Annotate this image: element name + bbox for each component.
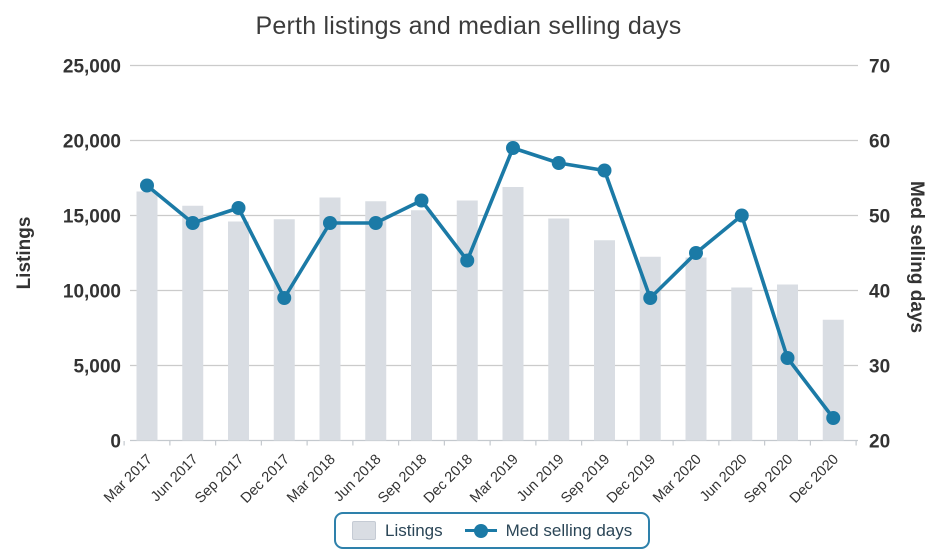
- legend-item-listings[interactable]: Listings: [352, 521, 443, 541]
- point-jun-2018: [368, 216, 383, 230]
- point-sep-2020: [780, 351, 795, 365]
- left-axis-tick-label: 20,000: [63, 132, 121, 153]
- bar-mar-2020: [685, 257, 707, 441]
- left-axis-tick-label: 15,000: [63, 207, 121, 228]
- point-jun-2017: [185, 216, 200, 230]
- listings-bar-swatch-icon: [352, 521, 376, 540]
- x-axis-label-sep-2017: Sep 2017: [192, 452, 247, 507]
- legend-item-med-selling-days[interactable]: Med selling days: [464, 520, 633, 541]
- point-sep-2019: [597, 163, 612, 178]
- x-axis-label-mar-2019: Mar 2019: [467, 452, 522, 507]
- point-dec-2020: [826, 411, 841, 425]
- point-dec-2017: [277, 291, 292, 305]
- point-mar-2020: [689, 246, 703, 260]
- left-axis-tick-label: 5,000: [73, 357, 121, 378]
- right-axis-tick-label: 50: [869, 207, 890, 228]
- x-axis-label-mar-2018: Mar 2018: [284, 452, 339, 507]
- point-mar-2019: [506, 141, 520, 155]
- bar-jun-2020: [731, 287, 753, 441]
- point-jun-2020: [734, 208, 749, 223]
- point-dec-2019: [643, 291, 658, 305]
- bar-jun-2018: [365, 201, 387, 441]
- chart-canvas: 0 5,000 10,000 15,000 20,000 25,000 20 30 40 50 60…: [63, 57, 890, 507]
- left-axis-tick-label: 0: [110, 432, 121, 453]
- bar-dec-2019: [639, 256, 661, 441]
- point-sep-2017: [231, 201, 246, 215]
- chart-title: Perth listings and median selling days: [255, 12, 682, 40]
- x-axis-label-dec-2018: Dec 2018: [421, 452, 476, 507]
- legend: Listings Med selling days: [334, 512, 651, 549]
- legend-label-listings: Listings: [385, 520, 443, 540]
- left-axis-tick-label: 25,000: [63, 57, 121, 78]
- x-axis-label-dec-2017: Dec 2017: [238, 452, 293, 507]
- right-axis-tick-label: 20: [869, 432, 890, 453]
- point-sep-2018: [414, 193, 429, 208]
- bar-dec-2018: [456, 200, 478, 441]
- right-axis-tick-label: 70: [869, 57, 890, 78]
- med-selling-days-line-marker-icon: [464, 523, 497, 538]
- point-mar-2018: [323, 216, 337, 230]
- point-dec-2018: [460, 253, 475, 268]
- x-axis-label-dec-2020: Dec 2020: [787, 452, 842, 507]
- med-selling-days-line: [145, 146, 835, 420]
- legend-label-med-selling-days: Med selling days: [505, 520, 633, 540]
- right-axis-tick-label: 60: [869, 132, 890, 153]
- x-axis-label-mar-2017: Mar 2017: [101, 452, 156, 507]
- point-jun-2019: [551, 156, 566, 170]
- bar-jun-2017: [182, 205, 204, 441]
- point-mar-2017: [140, 178, 154, 193]
- bar-sep-2018: [411, 210, 432, 441]
- bar-mar-2017: [136, 191, 158, 441]
- right-axis-tick-label: 40: [869, 282, 890, 303]
- bar-sep-2019: [594, 240, 615, 441]
- bar-sep-2017: [228, 221, 249, 441]
- bar-jun-2019: [548, 218, 570, 441]
- left-axis-tick-label: 10,000: [63, 282, 121, 303]
- x-axis-label-dec-2019: Dec 2019: [604, 452, 659, 507]
- x-axis-label-sep-2020: Sep 2020: [741, 452, 796, 507]
- bar-mar-2018: [319, 197, 341, 441]
- x-axis-label-sep-2019: Sep 2019: [558, 452, 613, 507]
- x-axis-label-sep-2018: Sep 2018: [375, 452, 430, 507]
- bar-mar-2019: [502, 187, 524, 441]
- bar-dec-2017: [273, 219, 295, 441]
- x-axis-label-mar-2020: Mar 2020: [650, 452, 705, 507]
- right-axis-tick-label: 30: [869, 357, 890, 378]
